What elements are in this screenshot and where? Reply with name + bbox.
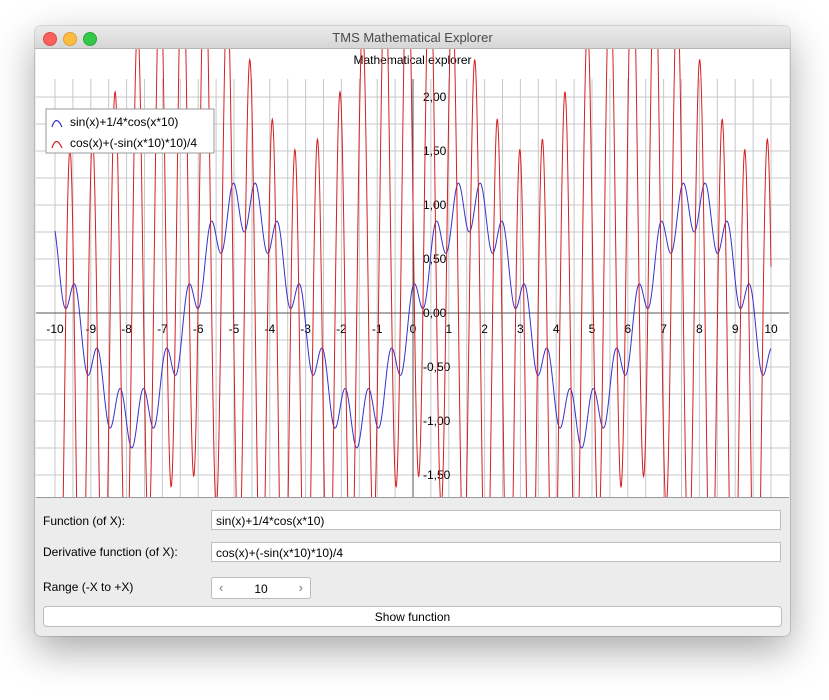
x-tick-label: 10: [764, 322, 778, 336]
legend-entry: cos(x)+(-sin(x*10)*10)/4: [70, 136, 197, 150]
x-tick-label: 5: [589, 322, 596, 336]
y-tick-label: 0,50: [423, 252, 447, 266]
derivative-input[interactable]: cos(x)+(-sin(x*10)*10)/4: [211, 542, 781, 562]
show-function-button[interactable]: Show function: [43, 606, 782, 627]
function-chart: -10-9-8-7-6-5-4-3-2-10123456789103,503,0…: [36, 49, 789, 497]
title-bar[interactable]: TMS Mathematical Explorer: [35, 26, 790, 49]
legend-swatch-icon: [51, 119, 63, 128]
range-stepper[interactable]: ‹ 10 ›: [211, 577, 311, 599]
x-tick-label: -9: [85, 322, 96, 336]
x-tick-label: 9: [732, 322, 739, 336]
function-label: Function (of X):: [43, 514, 126, 528]
x-tick-label: 4: [553, 322, 560, 336]
legend-box: [45, 108, 215, 154]
x-tick-label: -4: [264, 322, 275, 336]
chart-title: Mathematical explorer: [353, 53, 472, 67]
range-label: Range (-X to +X): [43, 580, 134, 594]
y-tick-label: 0,00: [423, 306, 447, 320]
y-tick-label: -0,50: [423, 360, 451, 374]
x-tick-label: 0: [410, 322, 417, 336]
legend-entry: sin(x)+1/4*cos(x*10): [70, 115, 178, 129]
y-tick-label: -1,50: [423, 468, 451, 482]
x-tick-label: 8: [696, 322, 703, 336]
maximize-window-button[interactable]: [83, 32, 97, 46]
y-tick-label: 2,50: [423, 49, 447, 50]
x-tick-label: -8: [121, 322, 132, 336]
window-title: TMS Mathematical Explorer: [332, 30, 493, 45]
minimize-window-button[interactable]: [63, 32, 77, 46]
x-tick-label: -2: [336, 322, 347, 336]
x-tick-label: -1: [372, 322, 383, 336]
x-tick-label: 1: [445, 322, 452, 336]
x-tick-label: 3: [517, 322, 524, 336]
range-value[interactable]: 10: [254, 582, 268, 596]
x-tick-label: -10: [46, 322, 64, 336]
x-tick-label: -7: [157, 322, 168, 336]
chart-panel: Mathematical explorer -10 -9 -8 -7 -6 -5 -4 -3-…: [36, 49, 789, 498]
legend-swatch-icon: [51, 140, 63, 149]
app-window: TMS Mathematical Explorer Mathematical e…: [35, 26, 790, 636]
y-tick-label: 2,00: [423, 90, 447, 104]
chevron-left-icon[interactable]: ‹: [219, 580, 224, 595]
function-input[interactable]: sin(x)+1/4*cos(x*10): [211, 510, 781, 530]
close-window-button[interactable]: [43, 32, 57, 46]
x-tick-label: -6: [193, 322, 204, 336]
x-tick-label: 7: [660, 322, 667, 336]
series-line-2: [62, 49, 772, 497]
x-tick-label: 6: [624, 322, 631, 336]
x-tick-label: 2: [481, 322, 488, 336]
chevron-right-icon[interactable]: ›: [298, 580, 303, 595]
y-tick-label: -1,00: [423, 414, 451, 428]
derivative-label: Derivative function (of X):: [43, 545, 178, 559]
